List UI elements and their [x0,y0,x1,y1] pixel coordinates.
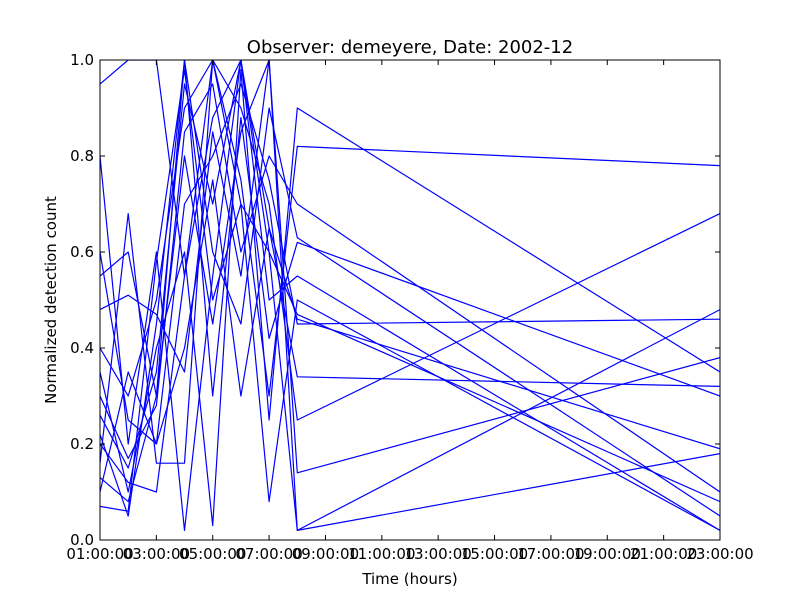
plot-frame [99,59,721,541]
x-tick-label: 01:00:00 [66,545,133,563]
series-line-1 [100,60,720,421]
series-line-4 [100,60,720,531]
x-tick-label: 19:00:00 [574,545,641,563]
x-tick-label: 15:00:00 [461,545,528,563]
series-line-14 [100,179,720,450]
series-line-10 [100,68,720,527]
series-line-3 [100,60,720,503]
y-tick-label: 0.2 [70,435,94,453]
series-line-11 [100,60,720,532]
x-tick-label: 09:00:00 [292,545,359,563]
series-line-5 [100,83,720,493]
x-tick-label: 21:00:00 [630,545,697,563]
y-tick-label: 1.0 [70,51,94,69]
y-tick-label: 0.8 [70,147,94,165]
series-line-6 [100,60,720,517]
x-tick-label: 05:00:00 [179,545,246,563]
x-tick-label: 13:00:00 [404,545,471,563]
series-line-15 [100,60,720,503]
series-line-13 [100,60,720,532]
chart-title: Observer: demeyere, Date: 2002-12 [247,37,573,58]
x-tick-label: 17:00:00 [517,545,584,563]
x-tick-label: 23:00:00 [686,545,753,563]
series-line-9 [100,60,720,464]
x-tick-label: 07:00:00 [235,545,302,563]
series-line-2 [100,60,720,517]
y-tick-label: 0.4 [70,339,94,357]
y-axis: 0.0 0.2 0.4 0.6 0.8 1.0 [70,51,720,549]
x-axis-label: Time (hours) [361,570,457,588]
y-axis-label: Normalized detection count [42,196,60,404]
x-tick-label: 03:00:00 [123,545,190,563]
y-tick-label: 0.6 [70,243,94,261]
x-axis: 01:00:0003:00:0005:00:0007:00:0009:00:00… [66,60,754,563]
x-tick-label: 11:00:00 [348,545,415,563]
y-tick-label: 0.0 [70,531,94,549]
series-line-7 [100,83,720,493]
series-layer [100,60,720,532]
